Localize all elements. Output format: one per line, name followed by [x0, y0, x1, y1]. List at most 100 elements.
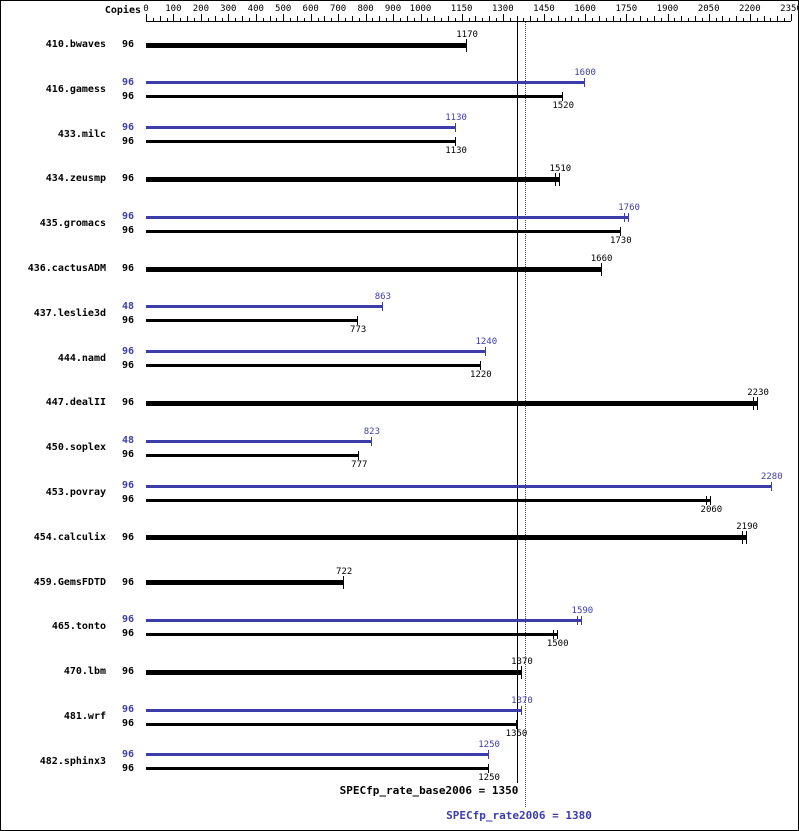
- copies-value: 96: [121, 449, 134, 461]
- copies-value: 96: [121, 263, 134, 274]
- bar-end-tick: [479, 361, 481, 371]
- axis-tick: [530, 16, 532, 21]
- axis-tick: [248, 18, 250, 21]
- axis-tick: [461, 14, 463, 21]
- bar-end-tick: [600, 262, 602, 276]
- bar-end-tick: [488, 764, 490, 774]
- axis-tick: [523, 18, 525, 21]
- base-total-label: SPECfp_rate_base2006 = 1350: [339, 784, 519, 797]
- axis-tick: [379, 16, 381, 21]
- result-value: 1510: [549, 163, 572, 174]
- copies-value: 96: [121, 90, 134, 102]
- axis-tick: [290, 18, 292, 21]
- result-bar: [146, 215, 630, 219]
- benchmark-label: 482.sphinx3: [39, 755, 106, 767]
- axis-tick: [454, 18, 456, 21]
- result-bar: [146, 484, 772, 488]
- bar-end-tick: [562, 92, 564, 102]
- axis-tick: [427, 18, 429, 21]
- benchmark-label: 459.GemsFDTD: [33, 576, 106, 588]
- bar-end-tick: [515, 719, 517, 729]
- benchmark-label: 481.wrf: [63, 711, 106, 722]
- axis-tick: [509, 18, 511, 21]
- axis-tick: [722, 16, 724, 21]
- copies-value: 48: [121, 300, 134, 312]
- copies-value: 96: [121, 173, 134, 185]
- axis-tick-label: 1150: [450, 4, 473, 14]
- copies-value: 96: [121, 480, 134, 491]
- peak-reference-line: [524, 22, 526, 807]
- axis-tick: [207, 18, 209, 21]
- axis-tick: [550, 18, 552, 21]
- copies-value: 96: [121, 748, 134, 760]
- benchmark-label: 436.cactusADM: [27, 263, 106, 274]
- benchmark-label: 410.bwaves: [45, 39, 106, 50]
- axis-tick: [276, 18, 278, 21]
- axis-tick: [166, 18, 168, 21]
- axis-tick: [495, 18, 497, 21]
- axis-tick: [578, 18, 580, 21]
- bar-end-tick: [556, 629, 558, 639]
- copies-value: 96: [121, 666, 134, 678]
- bar-end-tick: [746, 531, 748, 545]
- axis-tick-label: 900: [384, 4, 402, 14]
- axis-tick-label: 200: [192, 4, 210, 14]
- axis-tick: [283, 14, 285, 21]
- axis-tick: [434, 16, 436, 21]
- result-bar: [146, 140, 457, 144]
- result-bar: [146, 95, 564, 99]
- copies-value: 96: [121, 614, 134, 626]
- benchmark-label: 470.lbm: [63, 666, 106, 678]
- axis-tick: [331, 18, 333, 21]
- axis-tick: [729, 18, 731, 21]
- bar-end-tick: [521, 665, 522, 679]
- benchmark-label: 450.soplex: [45, 442, 106, 454]
- axis-tick: [406, 16, 408, 21]
- benchmark-label: 434.zeusmp: [45, 173, 106, 185]
- axis-tick-label: 400: [247, 4, 264, 14]
- axis-tick: [516, 16, 518, 21]
- benchmark-label: 447.dealII: [45, 397, 106, 409]
- axis-tick: [736, 16, 738, 21]
- axis-tick: [214, 16, 216, 21]
- result-value: 1350: [505, 728, 528, 739]
- axis-tick: [345, 18, 346, 21]
- axis-tick-label: 0: [143, 4, 149, 14]
- result-bar: [146, 126, 457, 130]
- result-bar: [146, 229, 621, 233]
- result-bar: [146, 767, 490, 771]
- axis-tick: [571, 16, 573, 21]
- result-value: 863: [374, 292, 392, 303]
- result-bar: [146, 669, 522, 675]
- copies-value: 96: [121, 359, 134, 371]
- result-bar: [146, 266, 602, 272]
- bar-end-tick: [521, 705, 522, 715]
- axis-tick: [228, 14, 230, 21]
- axis-tick: [310, 14, 312, 21]
- result-value: 2190: [736, 522, 758, 533]
- axis-tick: [194, 18, 195, 21]
- result-value: 1760: [618, 202, 640, 213]
- copies-value: 96: [121, 628, 134, 640]
- axis-tick: [756, 18, 758, 21]
- axis-tick: [701, 18, 703, 21]
- copies-value: 96: [121, 576, 134, 588]
- axis-tick: [351, 16, 353, 21]
- bar-end-tick: [710, 495, 712, 505]
- copies-value: 96: [121, 135, 134, 147]
- result-value: 1130: [445, 146, 467, 157]
- axis-tick: [667, 14, 669, 21]
- axis-tick: [537, 18, 539, 21]
- bar-end-tick: [555, 172, 557, 186]
- result-bar: [146, 722, 517, 726]
- axis-tick: [592, 18, 593, 21]
- axis-tick: [791, 14, 792, 21]
- benchmark-label: 465.tonto: [51, 621, 106, 633]
- axis-tick: [557, 16, 559, 21]
- axis-tick: [502, 14, 504, 21]
- copies-value: 96: [121, 345, 134, 357]
- benchmark-label: 437.leslie3d: [33, 307, 106, 319]
- result-bar: [146, 42, 468, 48]
- axis-baseline: [146, 21, 791, 22]
- result-bar: [146, 319, 359, 323]
